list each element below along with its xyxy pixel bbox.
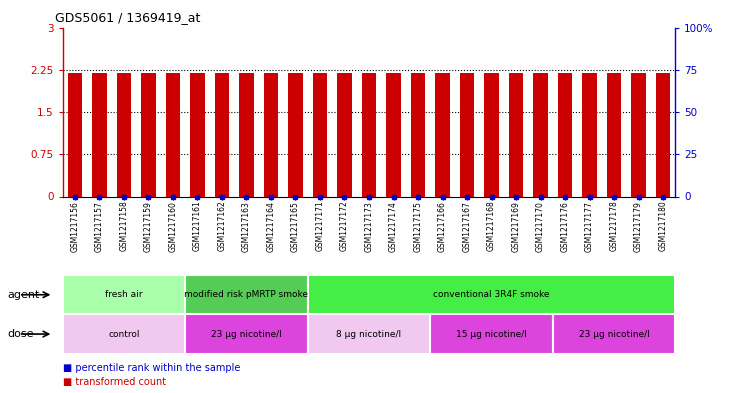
- Text: ■ percentile rank within the sample: ■ percentile rank within the sample: [63, 364, 240, 373]
- Bar: [386, 73, 401, 196]
- Bar: [460, 73, 475, 196]
- Bar: [313, 73, 328, 196]
- Text: 15 μg nicotine/l: 15 μg nicotine/l: [456, 330, 527, 338]
- Bar: [533, 73, 548, 196]
- Bar: [655, 73, 670, 196]
- Bar: [430, 314, 553, 354]
- Bar: [63, 314, 185, 354]
- Bar: [582, 73, 597, 196]
- Bar: [308, 314, 430, 354]
- Bar: [410, 73, 425, 196]
- Text: ■ transformed count: ■ transformed count: [63, 377, 166, 387]
- Bar: [63, 275, 185, 314]
- Bar: [631, 73, 646, 196]
- Bar: [185, 314, 308, 354]
- Text: 23 μg nicotine/l: 23 μg nicotine/l: [211, 330, 282, 338]
- Bar: [607, 73, 621, 196]
- Text: dose: dose: [7, 329, 34, 339]
- Bar: [288, 73, 303, 196]
- Text: modified risk pMRTP smoke: modified risk pMRTP smoke: [184, 290, 308, 299]
- Bar: [117, 73, 131, 196]
- Bar: [337, 73, 352, 196]
- Bar: [141, 73, 156, 196]
- Bar: [558, 73, 573, 196]
- Bar: [308, 275, 675, 314]
- Bar: [215, 73, 230, 196]
- Bar: [165, 73, 180, 196]
- Bar: [68, 73, 83, 196]
- Text: conventional 3R4F smoke: conventional 3R4F smoke: [433, 290, 550, 299]
- Text: GDS5061 / 1369419_at: GDS5061 / 1369419_at: [55, 11, 201, 24]
- Bar: [185, 275, 308, 314]
- Text: 8 μg nicotine/l: 8 μg nicotine/l: [337, 330, 401, 338]
- Text: 23 μg nicotine/l: 23 μg nicotine/l: [579, 330, 649, 338]
- Bar: [553, 314, 675, 354]
- Bar: [435, 73, 450, 196]
- Bar: [190, 73, 205, 196]
- Text: fresh air: fresh air: [106, 290, 142, 299]
- Bar: [92, 73, 107, 196]
- Bar: [508, 73, 523, 196]
- Text: agent: agent: [7, 290, 40, 300]
- Bar: [362, 73, 376, 196]
- Text: control: control: [108, 330, 139, 338]
- Bar: [263, 73, 278, 196]
- Bar: [239, 73, 254, 196]
- Bar: [484, 73, 499, 196]
